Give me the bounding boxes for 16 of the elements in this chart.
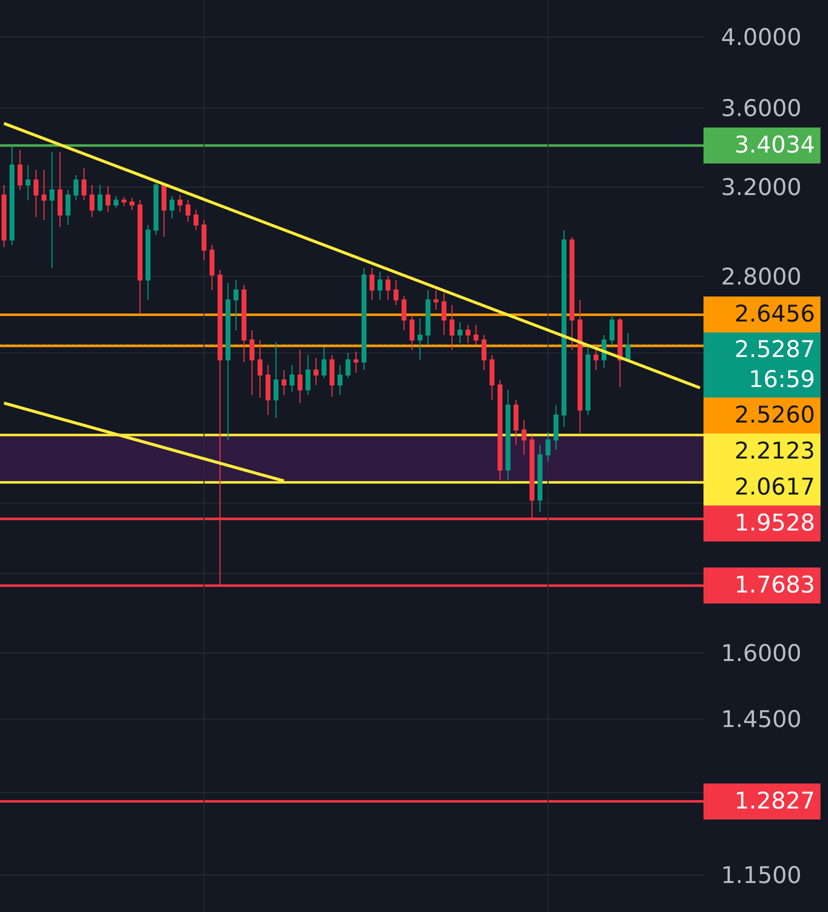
y-tick-label: 1.4500 xyxy=(721,707,802,733)
y-tick-label: 2.8000 xyxy=(721,264,802,291)
ref-line-label: 2.5260 xyxy=(734,402,815,428)
ref-line-label: 1.7683 xyxy=(734,572,815,598)
ref-line-label: 2.6456 xyxy=(734,302,815,328)
ref-line-label: 3.4034 xyxy=(734,132,815,158)
ref-line-label: 1.2827 xyxy=(734,788,815,814)
y-tick-label: 1.6000 xyxy=(721,640,802,667)
ref-line-label: 1.9528 xyxy=(734,510,815,536)
y-tick-label: 3.6000 xyxy=(721,96,802,122)
ref-line-label: 2.2123 xyxy=(734,438,815,464)
ref-line-label: 2.0617 xyxy=(734,474,815,500)
ref-line-label: 2.5287 16:59 xyxy=(734,337,815,393)
y-tick-label: 1.1500 xyxy=(721,862,802,889)
y-tick-label: 4.0000 xyxy=(721,24,802,51)
y-tick-label: 3.2000 xyxy=(721,174,802,201)
